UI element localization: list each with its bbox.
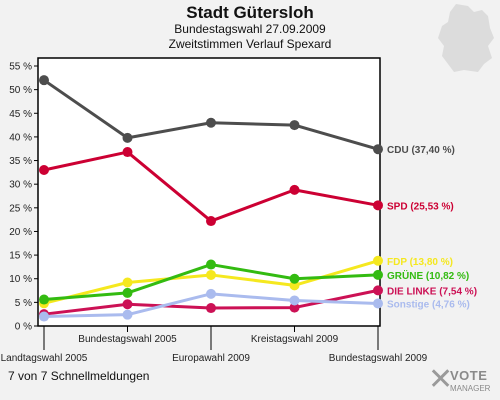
chart-subtitle-description: Zweitstimmen Verlauf Spexard [168,37,332,51]
series-end-label: CDU (37,40 %) [387,145,455,156]
x-tick-label: Europawahl 2009 [172,353,250,364]
footer-report-count: 7 von 7 Schnellmeldungen [8,369,150,383]
data-point [373,144,383,155]
vote-manager-x-icon: ✕ [428,363,454,396]
data-point [122,147,133,158]
series-end-label: Sonstige (4,76 %) [387,299,470,310]
data-point [206,269,216,280]
data-point [373,269,383,280]
y-tick-label: 10 % [9,274,32,285]
data-point [289,184,300,195]
chart-title: Stadt Gütersloh [186,3,314,22]
y-tick-label: 0 % [15,322,32,333]
data-point [206,303,216,314]
data-point [39,75,49,86]
germany-map-icon [438,4,494,72]
x-tick-label: Bundestagswahl 2009 [329,353,428,364]
y-tick-label: 25 % [9,203,32,214]
data-point [289,302,300,313]
vote-manager-logo-vote: VOTE [450,368,488,383]
data-point [289,273,300,284]
y-tick-label: 45 % [9,109,32,120]
y-tick-label: 20 % [9,227,32,238]
y-tick-label: 5 % [15,298,32,309]
data-point [122,277,133,288]
series-end-label: SPD (25,53 %) [387,201,454,212]
data-point [206,288,216,299]
series-end-label: FDP (13,80 %) [387,257,453,268]
y-tick-label: 40 % [9,132,32,143]
x-tick-label: Bundestagswahl 2005 [78,334,177,345]
data-point [39,294,49,305]
y-tick-label: 15 % [9,251,32,262]
y-tick-label: 55 % [9,62,32,73]
series-end-label: DIE LINKE (7,54 %) [387,286,477,297]
data-point [206,216,216,227]
data-point [122,299,133,310]
vote-manager-logo: ✕ VOTE MANAGER [428,365,496,397]
x-tick-label: Landtagswahl 2005 [1,353,88,364]
data-point [373,200,383,211]
y-tick-label: 30 % [9,180,32,191]
data-point [122,132,133,143]
plot-area [37,57,381,327]
data-point [122,287,133,298]
data-point [289,120,300,131]
data-point [373,298,383,309]
data-point [206,117,216,128]
data-point [206,259,216,270]
vote-manager-logo-manager: MANAGER [450,384,491,393]
series-end-label: GRÜNE (10,82 %) [387,269,469,282]
y-tick-label: 35 % [9,156,32,167]
data-point [373,255,383,266]
data-point [39,311,49,322]
data-point [122,309,133,320]
chart-subtitle-election: Bundestagswahl 27.09.2009 [174,22,326,36]
data-point [289,295,300,306]
data-point [373,285,383,296]
data-point [39,165,49,175]
y-tick-label: 50 % [9,85,32,96]
x-tick-label: Kreistagswahl 2009 [251,334,339,345]
